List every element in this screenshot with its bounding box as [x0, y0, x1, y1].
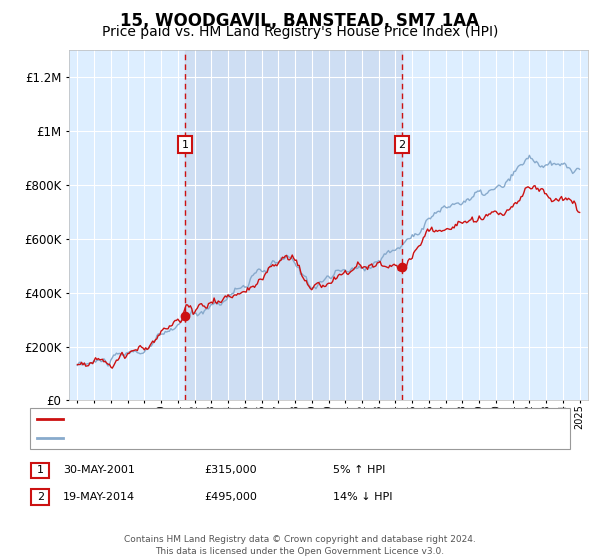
Text: 15, WOODGAVIL, BANSTEAD, SM7 1AA (detached house): 15, WOODGAVIL, BANSTEAD, SM7 1AA (detach…	[69, 414, 386, 424]
HPI: Average price, detached house, Reigate and Banstead: (2.02e+03, 9.1e+05): Average price, detached house, Reigate a…	[526, 152, 533, 158]
Text: 14% ↓ HPI: 14% ↓ HPI	[333, 492, 392, 502]
15, WOODGAVIL, BANSTEAD, SM7 1AA (detached house)	[532, 183, 539, 189]
Text: £495,000: £495,000	[204, 492, 257, 502]
15, WOODGAVIL, BANSTEAD, SM7 1AA (detached house)	[74, 361, 81, 368]
Text: 2: 2	[37, 492, 44, 502]
15, WOODGAVIL, BANSTEAD, SM7 1AA (detached house)	[109, 365, 116, 371]
HPI: Average price, detached house, Reigate and Banstead: (2e+03, 1.28e+05): Average price, detached house, Reigate a…	[104, 363, 112, 370]
HPI: Average price, detached house, Reigate and Banstead: (2.01e+03, 5.58e+05): Average price, detached house, Reigate a…	[389, 247, 396, 254]
Text: Price paid vs. HM Land Registry's House Price Index (HPI): Price paid vs. HM Land Registry's House …	[102, 25, 498, 39]
Bar	[185, 50, 402, 400]
HPI: Average price, detached house, Reigate and Banstead: (2.02e+03, 8.59e+05): Average price, detached house, Reigate a…	[576, 166, 583, 172]
Text: 5% ↑ HPI: 5% ↑ HPI	[333, 465, 385, 475]
15, WOODGAVIL, BANSTEAD, SM7 1AA (detached house)	[576, 209, 583, 216]
HPI: Average price, detached house, Reigate and Banstead: (2.01e+03, 4.81e+05): Average price, detached house, Reigate a…	[361, 268, 368, 274]
Text: 30-MAY-2001: 30-MAY-2001	[63, 465, 135, 475]
15, WOODGAVIL, BANSTEAD, SM7 1AA (detached house)	[389, 262, 396, 269]
Text: 15, WOODGAVIL, BANSTEAD, SM7 1AA: 15, WOODGAVIL, BANSTEAD, SM7 1AA	[121, 12, 479, 30]
HPI: Average price, detached house, Reigate and Banstead: (2.02e+03, 8.73e+05): Average price, detached house, Reigate a…	[516, 162, 523, 169]
15, WOODGAVIL, BANSTEAD, SM7 1AA (detached house)	[361, 263, 368, 270]
Text: 1: 1	[37, 465, 44, 475]
Line: 15, WOODGAVIL, BANSTEAD, SM7 1AA (detached house): 15, WOODGAVIL, BANSTEAD, SM7 1AA (detach…	[77, 186, 580, 368]
HPI: Average price, detached house, Reigate and Banstead: (2e+03, 1.3e+05): Average price, detached house, Reigate a…	[74, 362, 81, 369]
Line: HPI: Average price, detached house, Reigate and Banstead: HPI: Average price, detached house, Reig…	[77, 155, 580, 366]
Text: Contains HM Land Registry data © Crown copyright and database right 2024.
This d: Contains HM Land Registry data © Crown c…	[124, 535, 476, 556]
Text: 19-MAY-2014: 19-MAY-2014	[63, 492, 135, 502]
Text: 2: 2	[398, 139, 406, 150]
Text: HPI: Average price, detached house, Reigate and Banstead: HPI: Average price, detached house, Reig…	[69, 433, 398, 443]
15, WOODGAVIL, BANSTEAD, SM7 1AA (detached house)	[169, 322, 176, 329]
15, WOODGAVIL, BANSTEAD, SM7 1AA (detached house)	[516, 197, 523, 204]
HPI: Average price, detached house, Reigate and Banstead: (2.01e+03, 5.27e+05): Average price, detached house, Reigate a…	[378, 255, 385, 262]
HPI: Average price, detached house, Reigate and Banstead: (2e+03, 1.37e+05): Average price, detached house, Reigate a…	[88, 360, 95, 367]
Text: 1: 1	[181, 139, 188, 150]
15, WOODGAVIL, BANSTEAD, SM7 1AA (detached house)	[88, 360, 95, 366]
Text: £315,000: £315,000	[204, 465, 257, 475]
HPI: Average price, detached house, Reigate and Banstead: (2e+03, 2.61e+05): Average price, detached house, Reigate a…	[169, 326, 176, 333]
15, WOODGAVIL, BANSTEAD, SM7 1AA (detached house)	[378, 262, 385, 269]
